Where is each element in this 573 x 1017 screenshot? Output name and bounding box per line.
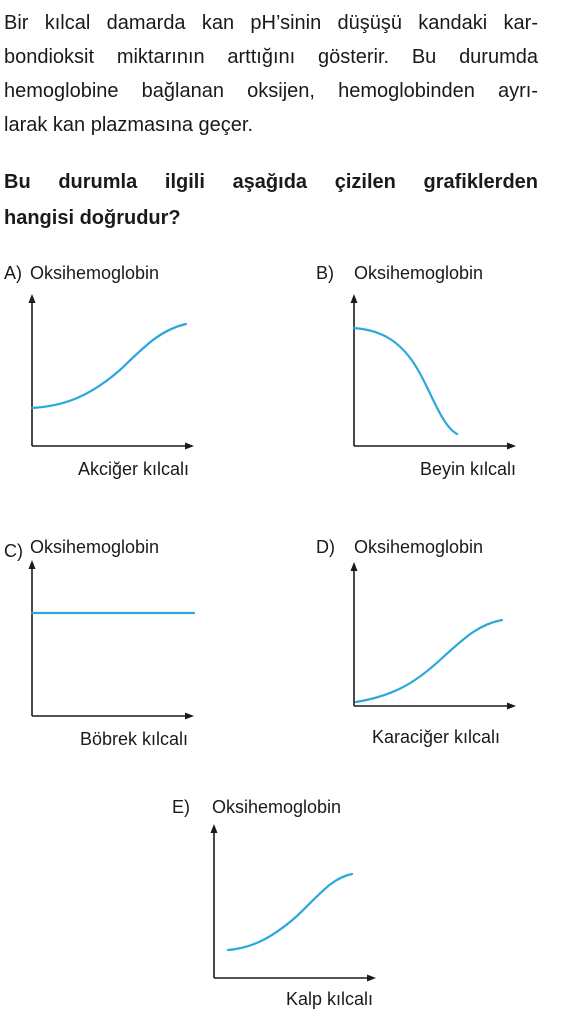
option-d-xlabel: Karaciğer kılcalı — [372, 727, 501, 747]
option-e-letter: E) — [172, 797, 190, 817]
option-c-letter: C) — [4, 541, 23, 561]
intro-line: larak kan plazmasına geçer. — [4, 114, 254, 136]
curve-rising — [226, 872, 354, 952]
option-d-ylabel: Oksihemoglobin — [354, 537, 484, 557]
intro-line: bondioksit miktarının arttığını gösterir… — [4, 46, 538, 68]
intro-line: hemoglobine bağlanan oksijen, hemoglobin… — [4, 80, 538, 102]
curve-rising — [354, 618, 504, 704]
option-b-letter: B) — [316, 263, 334, 283]
x-axis-arrow — [507, 702, 516, 710]
option-b-graph — [350, 294, 516, 450]
option-e-xlabel: Kalp kılcalı — [286, 989, 374, 1009]
option-a-graph — [28, 294, 194, 450]
option-c-ylabel: Oksihemoglobin — [30, 537, 160, 557]
option-a-letter: A) — [4, 263, 22, 283]
question-text: Bu durumla ilgili aşağıda çizilen grafik… — [4, 164, 538, 236]
option-b-ylabel: Oksihemoglobin — [354, 263, 484, 283]
question-line: hangisi doğrudur? — [4, 207, 181, 229]
option-b-xlabel: Beyin kılcalı — [420, 459, 517, 479]
option-e-ylabel: Oksihemoglobin — [212, 797, 342, 817]
option-d-graph — [350, 562, 516, 710]
option-e-graph — [210, 824, 376, 982]
question-line: Bu durumla ilgili aşağıda çizilen grafik… — [4, 171, 538, 193]
x-axis-arrow — [367, 974, 376, 982]
curve-rising — [30, 322, 188, 410]
option-c-xlabel: Böbrek kılcalı — [80, 729, 189, 749]
curve-falling — [352, 326, 459, 436]
option-a-ylabel: Oksihemoglobin — [30, 263, 160, 283]
intro-paragraph: Bir kılcal damarda kan pH’sinin düşüşü k… — [4, 6, 538, 142]
option-d-letter: D) — [316, 537, 335, 557]
option-c-graph — [28, 560, 196, 720]
x-axis-arrow — [185, 442, 194, 450]
option-a-xlabel: Akciğer kılcalı — [78, 459, 190, 479]
intro-line: Bir kılcal damarda kan pH’sinin düşüşü k… — [4, 12, 538, 34]
x-axis-arrow — [507, 442, 516, 450]
x-axis-arrow — [185, 712, 194, 720]
